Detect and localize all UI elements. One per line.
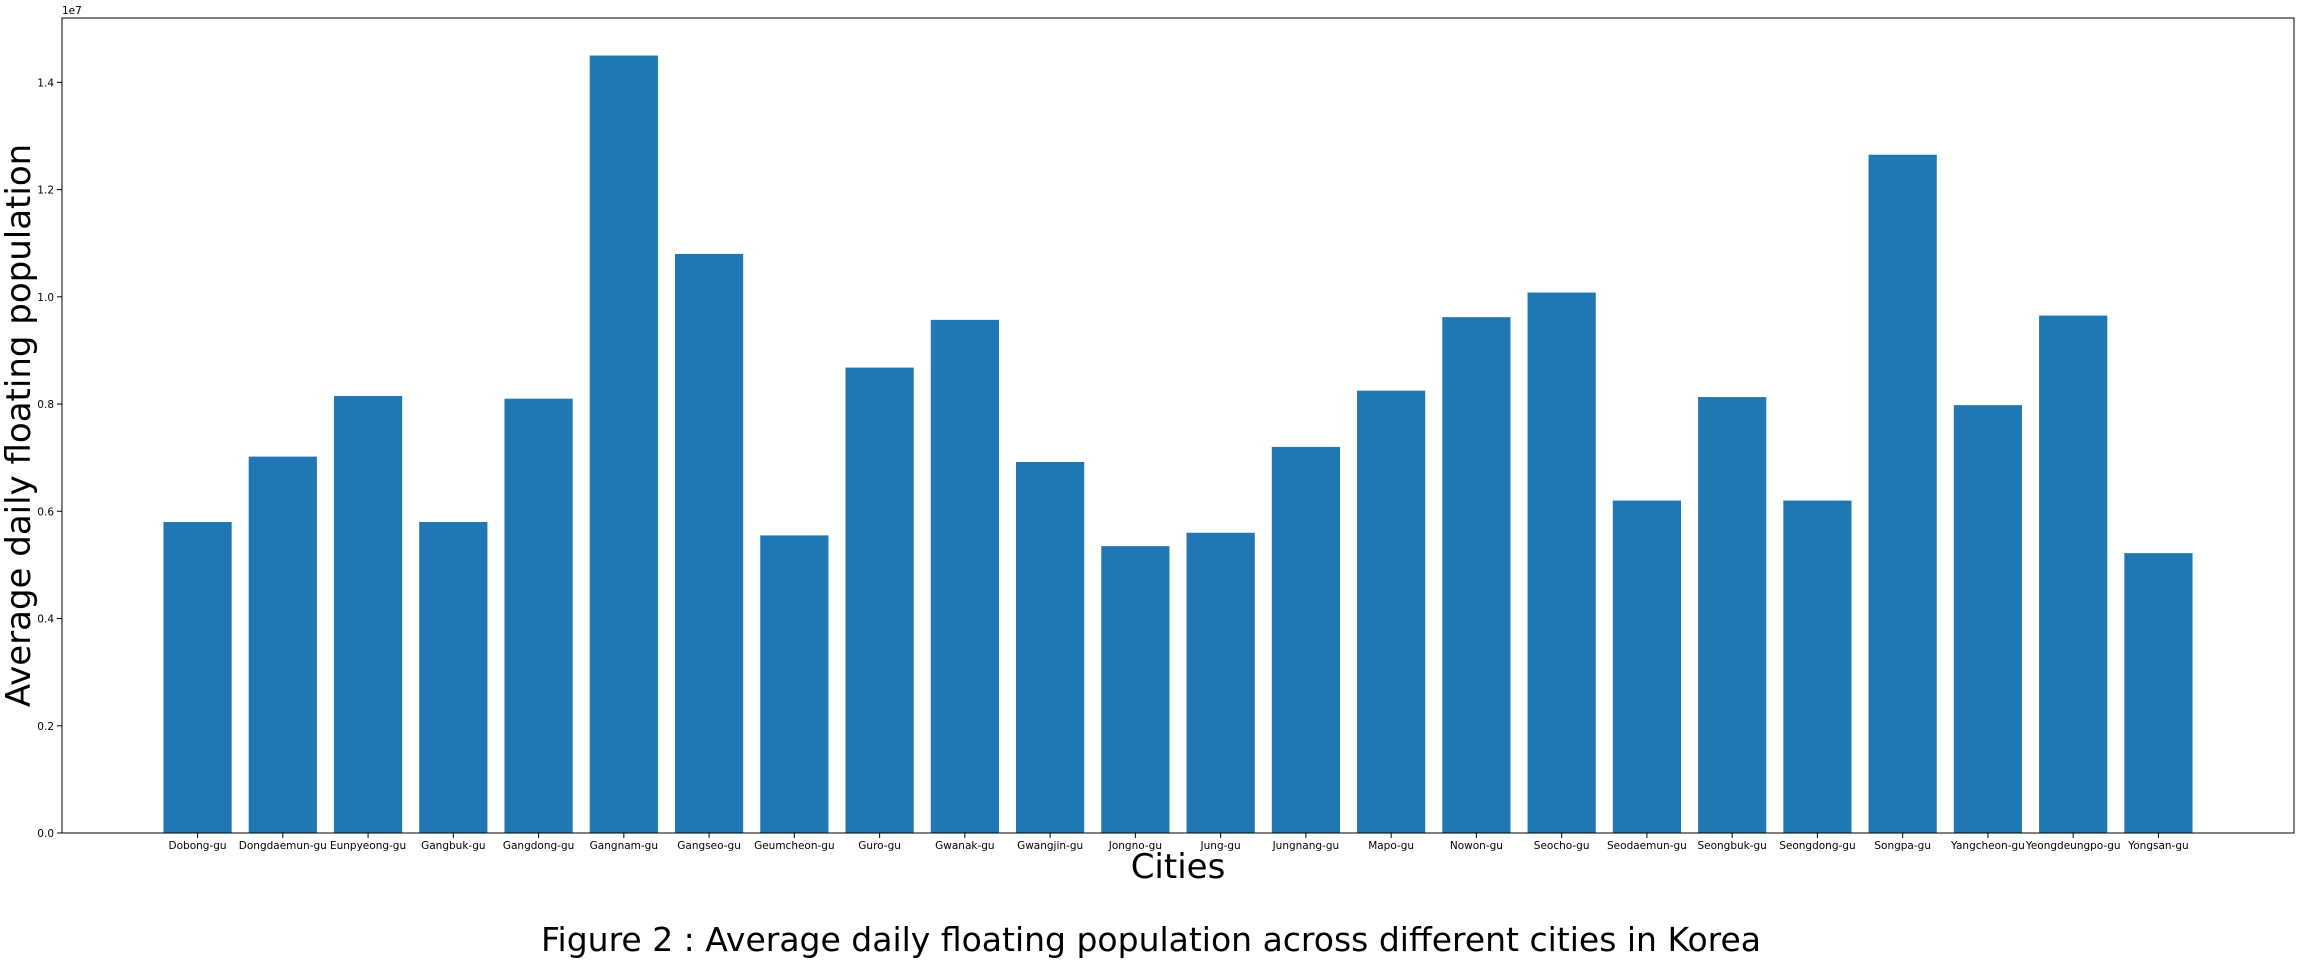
y-tick-label: 1.2 [37, 185, 54, 197]
y-tick-label: 1.4 [37, 77, 54, 89]
x-tick-label: Gwangjin-gu [1017, 840, 1083, 852]
x-tick-label: Gwanak-gu [935, 840, 994, 852]
bar-gwanak-gu [930, 319, 999, 833]
bar-nowon-gu [1442, 317, 1511, 833]
bar-eunpyeong-gu [333, 396, 403, 833]
x-axis-title: Cities [1131, 847, 1226, 887]
x-tick-label: Jongno-gu [1108, 840, 1162, 852]
x-tick-label: Jungnang-gu [1272, 840, 1340, 852]
bar-songpa-gu [1868, 154, 1937, 833]
bar-gangdong-gu [504, 398, 573, 833]
y-tick-label: 1.0 [37, 292, 54, 304]
x-tick-label: Jung-gu [1200, 840, 1241, 852]
plot-frame [61, 17, 2295, 834]
x-tick-label: Seocho-gu [1534, 840, 1590, 852]
bar-seocho-gu [1527, 292, 1596, 833]
x-tick-label: Yongsan-gu [2127, 840, 2188, 852]
x-tick-label: Gangbuk-gu [421, 840, 485, 852]
y-offset-label: 1e7 [62, 5, 82, 17]
y-tick-label: 0.2 [37, 721, 54, 733]
y-axis: 0.0 0.2 0.4 0.6 0.8 1.0 1.2 1.4 [37, 77, 62, 840]
x-axis: Dobong-gu Dongdaemun-gu Eunpyeong-gu Gangbu… [169, 833, 2189, 852]
x-tick-label: Gangseo-gu [677, 840, 741, 852]
x-tick-label: Gangnam-gu [590, 840, 658, 852]
x-tick-label: Seodaemun-gu [1607, 840, 1687, 852]
bar-seongbuk-gu [1698, 397, 1767, 833]
bar-gangnam-gu [589, 55, 658, 833]
bar-yongsan-gu [2124, 553, 2193, 833]
bar-gwangjin-gu [1016, 461, 1085, 833]
bar-gangbuk-gu [419, 522, 488, 833]
bar-geumcheon-gu [760, 535, 829, 833]
y-tick-label: 0.6 [37, 506, 54, 518]
x-tick-label: Yangcheon-gu [1950, 840, 2025, 852]
bar-jungnang-gu [1271, 446, 1340, 833]
figure-caption: Figure 2 : Average daily floating popula… [540, 920, 1762, 959]
x-tick-label: Dongdaemun-gu [239, 840, 327, 852]
x-tick-label: Dobong-gu [169, 840, 227, 852]
bar-gangseo-gu [674, 253, 744, 834]
x-tick-label: Seongdong-gu [1779, 840, 1855, 852]
bar-yangcheon-gu [1953, 405, 2023, 833]
x-tick-label: Geumcheon-gu [754, 840, 835, 852]
y-tick-label: 0.8 [37, 399, 54, 411]
x-tick-label: Eunpyeong-gu [330, 840, 406, 852]
bar-jongno-gu [1101, 546, 1170, 833]
x-tick-label: Mapo-gu [1368, 840, 1414, 852]
bar-seongdong-gu [1783, 500, 1852, 833]
y-axis-title: Average daily floating population [0, 144, 39, 707]
bar-jung-gu [1186, 532, 1255, 833]
bar-guro-gu [845, 367, 914, 833]
bar-mapo-gu [1357, 390, 1426, 833]
x-tick-label: Nowon-gu [1450, 840, 1503, 852]
bars-group [163, 55, 2193, 834]
bar-yeongdeungpo-gu [2039, 315, 2108, 833]
bar-dongdaemun-gu [248, 456, 317, 833]
y-tick-label: 0.4 [37, 614, 54, 626]
bar-seodaemun-gu [1612, 500, 1682, 833]
bar-dobong-gu [163, 522, 232, 833]
x-tick-label: Guro-gu [858, 840, 901, 852]
x-tick-label: Gangdong-gu [503, 840, 574, 852]
x-tick-label: Songpa-gu [1874, 840, 1931, 852]
x-tick-label: Seongbuk-gu [1697, 840, 1766, 852]
y-tick-label: 0.0 [37, 828, 54, 840]
x-tick-label: Yeongdeungpo-gu [2025, 840, 2121, 852]
